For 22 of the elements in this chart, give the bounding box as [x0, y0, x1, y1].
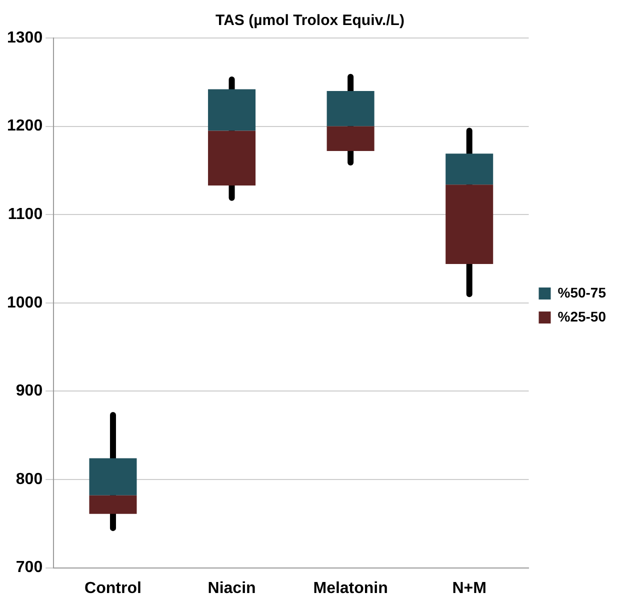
- bar: [89, 458, 137, 496]
- bar: [326, 126, 374, 152]
- y-tick-label: 1300: [7, 29, 43, 46]
- y-tick-label: 1200: [7, 118, 43, 135]
- chart-title: TAS (µmol Trolox Equiv./L): [216, 12, 404, 30]
- y-tick-label: 1100: [8, 206, 43, 224]
- x-tick-label: N+M: [452, 580, 486, 597]
- y-tick-label: 700: [16, 559, 43, 576]
- bar: [89, 495, 137, 514]
- x-tick-label: Niacin: [208, 580, 256, 597]
- legend-label: %25-50: [558, 308, 606, 324]
- legend-label: %50-75: [558, 284, 606, 300]
- y-tick-label: 1000: [7, 294, 43, 312]
- bar: [326, 90, 374, 126]
- bar: [208, 130, 256, 186]
- bar: [446, 184, 494, 264]
- y-tick-label: 800: [16, 470, 43, 488]
- x-tick-label: Control: [84, 580, 142, 597]
- bar: [446, 154, 494, 185]
- y-tick-label: 900: [16, 382, 43, 400]
- x-tick-label: Melatonin: [313, 580, 388, 597]
- bar: [208, 89, 256, 131]
